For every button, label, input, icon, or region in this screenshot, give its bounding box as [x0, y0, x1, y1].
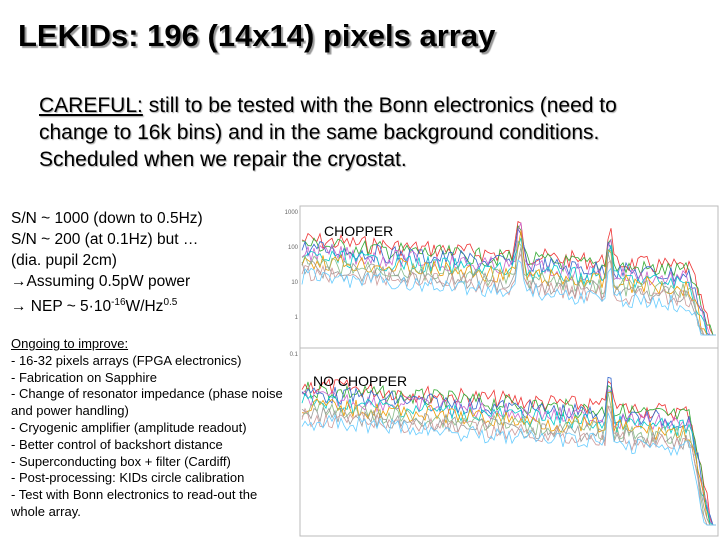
tick-label: 100 [288, 245, 299, 251]
ongoing-item: - Post-processing: KIDs circle calibrati… [11, 470, 245, 486]
noise-trace [301, 376, 716, 526]
results: S/N ~ 1000 (down to 0.5Hz) S/N ~ 200 (at… [11, 208, 203, 317]
result-line: (dia. pupil 2cm) [11, 252, 117, 269]
nep-line: → NEP ~ 5·10-16W/Hz0.5 [11, 292, 203, 317]
tick-label: 1 [295, 315, 299, 321]
ongoing-item: - Superconducting box + filter (Cardiff) [11, 453, 231, 469]
plot-label: NO CHOPPER [313, 373, 407, 389]
ongoing-heading: Ongoing to improve: [11, 336, 129, 351]
noise-trace [301, 230, 716, 336]
noise-trace [301, 240, 716, 336]
noise-trace [301, 222, 716, 336]
noise-trace [301, 224, 716, 336]
result-line: S/N ~ 200 (at 0.1Hz) but … [11, 231, 199, 248]
tick-label: 10 [291, 280, 298, 286]
noise-trace [301, 259, 716, 336]
noise-trace [301, 389, 716, 526]
careful-text: still to be tested with the Bonn electro… [39, 94, 617, 171]
plot-frame [299, 205, 719, 537]
careful-note: CAREFUL: still to be tested with the Bon… [39, 92, 679, 173]
noise-trace [301, 412, 716, 526]
slide-title: LEKIDs: 196 (14x14) pixels array [18, 18, 496, 53]
nep-exp: -16 [111, 297, 126, 308]
noise-trace [301, 378, 716, 526]
tick-label: 0.1 [290, 352, 299, 358]
noise-trace [301, 390, 716, 526]
careful-label: CAREFUL: [39, 94, 143, 117]
tick-labels: 1000 100 10 1 0.1 [285, 210, 299, 358]
nep-unit-exp: 0.5 [163, 297, 178, 308]
ongoing-item: - Change of resonator impedance (phase n… [11, 386, 283, 402]
ongoing-item: and power handling) [11, 403, 129, 419]
ongoing-list: Ongoing to improve: - 16-32 pixels array… [11, 336, 283, 521]
noise-traces [301, 220, 716, 526]
noise-trace [301, 227, 716, 336]
ongoing-item: - Test with Bonn electronics to read-out… [11, 487, 258, 503]
noise-trace [301, 392, 716, 526]
tick-label: 1000 [285, 210, 299, 216]
ongoing-item: - 16-32 pixels arrays (FPGA electronics) [11, 352, 242, 368]
ongoing-item: - Fabrication on Sapphire [11, 369, 157, 385]
ongoing-item: - Better control of backshort distance [11, 436, 223, 452]
plot-label: CHOPPER [324, 223, 393, 239]
ongoing-item: - Cryogenic amplifier (amplitude readout… [11, 419, 247, 435]
ongoing-item: whole array. [11, 503, 81, 519]
noise-trace [301, 246, 716, 336]
result-line: →Assuming 0.5pW power [11, 273, 191, 290]
nep-unit: W/Hz [125, 298, 164, 316]
result-line: S/N ~ 1000 (down to 0.5Hz) [11, 210, 203, 227]
nep-prefix: → NEP ~ 5·10 [11, 298, 112, 316]
